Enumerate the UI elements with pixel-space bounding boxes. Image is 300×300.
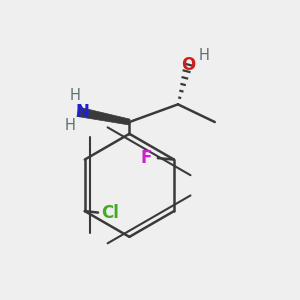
Text: F: F (140, 149, 152, 167)
Text: Cl: Cl (101, 204, 119, 222)
Text: N: N (75, 103, 89, 121)
Text: H: H (199, 48, 210, 63)
Text: O: O (181, 56, 195, 74)
Text: H: H (70, 88, 80, 103)
Text: H: H (65, 118, 76, 134)
Polygon shape (77, 107, 130, 125)
